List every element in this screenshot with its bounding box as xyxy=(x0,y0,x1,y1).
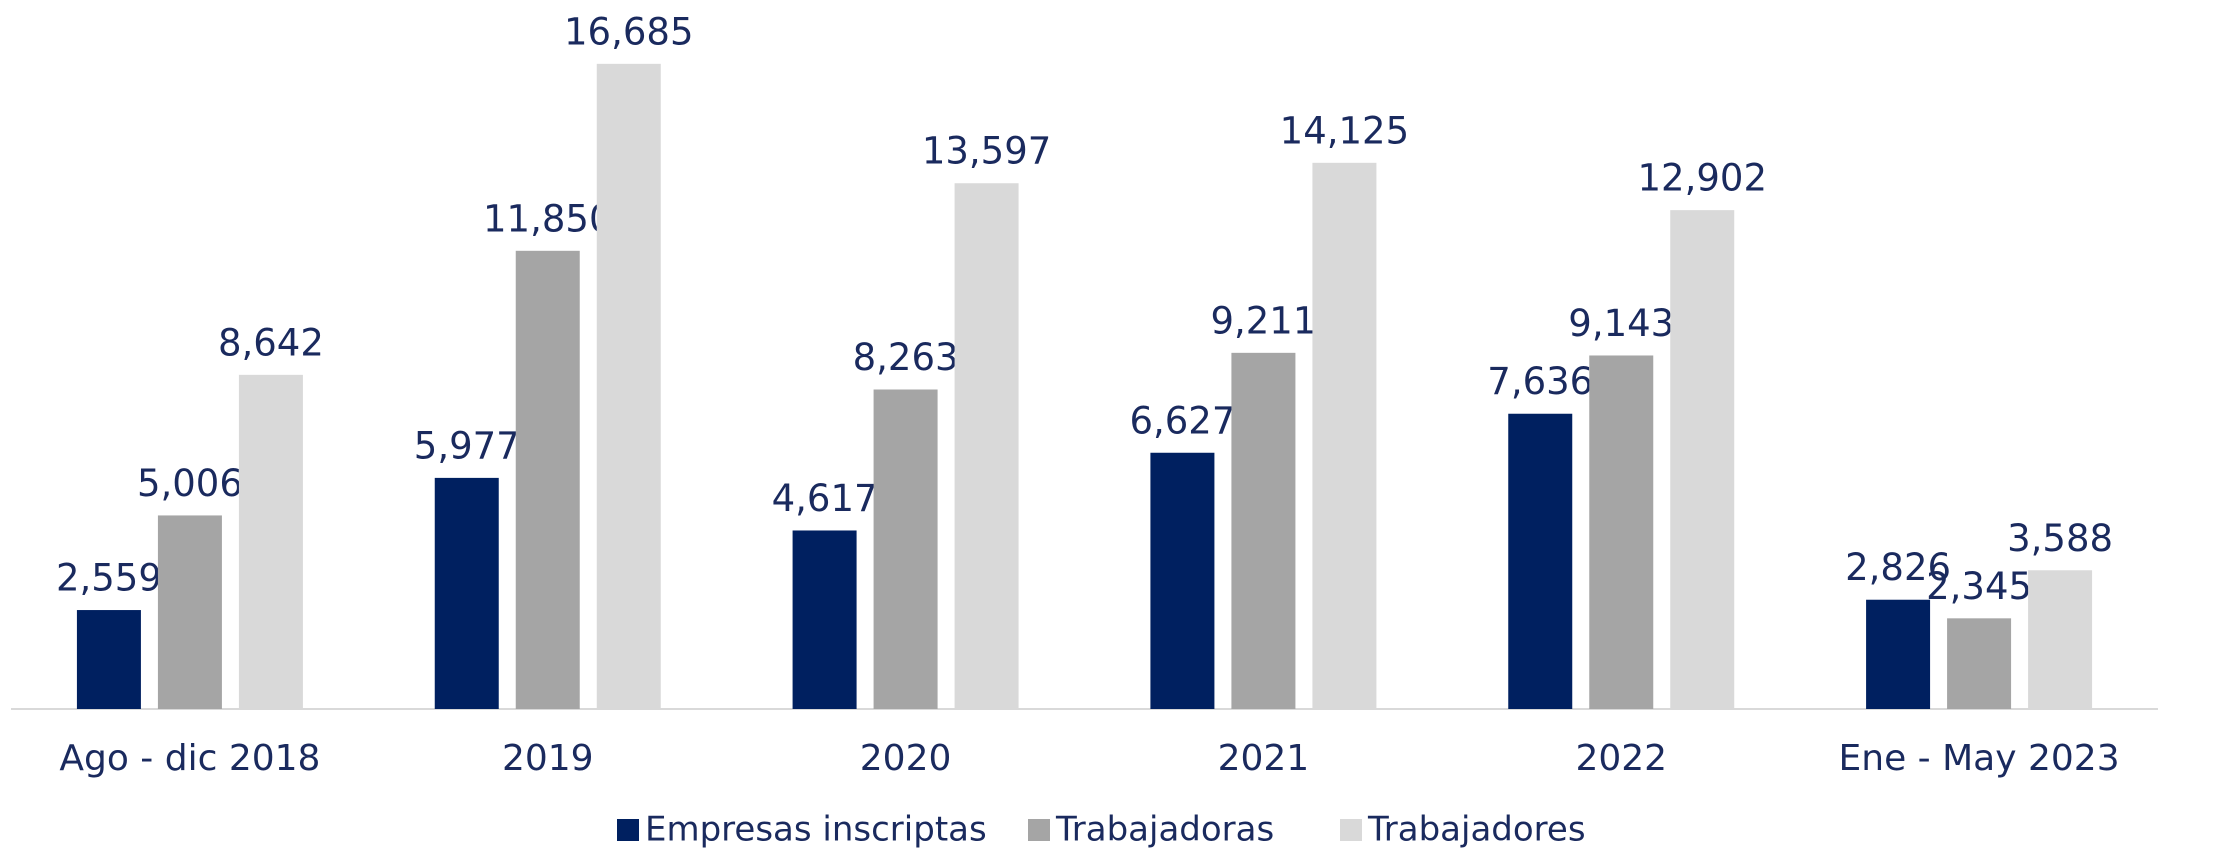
data-label: 7,636 xyxy=(1487,360,1593,403)
bar xyxy=(76,610,141,709)
data-label: 12,902 xyxy=(1638,157,1767,200)
legend-swatch xyxy=(1340,819,1362,841)
data-label: 5,006 xyxy=(137,462,243,505)
bar xyxy=(1231,352,1296,709)
bar xyxy=(1150,452,1215,709)
x-tick-label: 2022 xyxy=(1575,738,1667,779)
legend-swatch xyxy=(1028,819,1050,841)
legend-swatch xyxy=(617,819,639,841)
bar xyxy=(1589,355,1654,709)
data-label: 4,617 xyxy=(772,477,878,520)
x-tick-label: Ene - May 2023 xyxy=(1839,738,2120,779)
data-label: 6,627 xyxy=(1129,399,1235,442)
data-label: 11,850 xyxy=(483,197,612,240)
bar xyxy=(954,183,1019,709)
bar xyxy=(515,250,580,710)
bar xyxy=(238,374,303,709)
bar xyxy=(596,63,661,709)
bar xyxy=(434,477,499,709)
bar xyxy=(873,389,938,709)
bar xyxy=(1947,618,2012,709)
data-label: 14,125 xyxy=(1280,109,1409,152)
data-label: 16,685 xyxy=(564,10,693,53)
data-label: 9,211 xyxy=(1210,299,1316,342)
bar xyxy=(1670,210,1735,709)
x-tick-label: 2019 xyxy=(502,738,594,779)
bar xyxy=(157,515,222,709)
x-tick-label: Ago - dic 2018 xyxy=(59,738,320,779)
legend-label: Trabajadoras xyxy=(1055,810,1274,849)
data-label: 5,977 xyxy=(414,424,520,467)
data-label: 9,143 xyxy=(1568,302,1674,345)
data-label: 8,263 xyxy=(853,336,959,379)
data-label: 3,588 xyxy=(2007,517,2113,560)
bar xyxy=(2028,570,2093,709)
data-label: 2,345 xyxy=(1926,565,2032,608)
data-label: 2,826 xyxy=(1845,546,1951,589)
data-label: 13,597 xyxy=(922,130,1051,173)
bar xyxy=(1508,413,1573,709)
legend-label: Trabajadores xyxy=(1367,810,1586,849)
data-label: 8,642 xyxy=(218,321,324,364)
data-label: 2,559 xyxy=(56,557,162,600)
x-tick-label: 2021 xyxy=(1218,738,1310,779)
bar xyxy=(1866,599,1931,709)
bar xyxy=(792,530,857,709)
bar xyxy=(1312,162,1377,710)
legend-label: Empresas inscriptas xyxy=(645,810,987,849)
x-tick-label: 2020 xyxy=(860,738,952,779)
